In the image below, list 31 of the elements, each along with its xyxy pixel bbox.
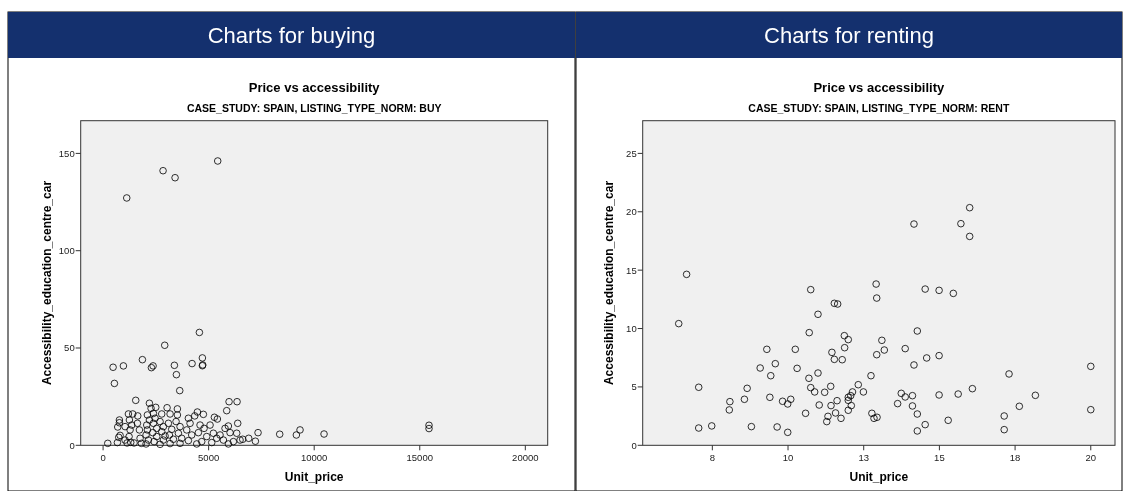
y-tick-label: 10 <box>626 323 637 335</box>
x-tick-label: 8 <box>709 452 715 464</box>
x-axis-title: Unit_price <box>284 470 344 484</box>
x-axis-title: Unit_price <box>849 470 909 484</box>
y-tick-label: 50 <box>64 342 75 354</box>
chart-subtitle: CASE_STUDY: SPAIN, LISTING_TYPE_NORM: BUY <box>186 102 442 114</box>
y-tick-label: 20 <box>626 206 637 218</box>
chart-title: Price vs accessibility <box>248 80 381 95</box>
y-tick-label: 5 <box>631 381 637 393</box>
x-tick-label: 15000 <box>406 452 433 464</box>
x-tick-label: 0 <box>100 452 106 464</box>
y-axis-title: Accessibility_education_centre_car <box>601 180 616 386</box>
x-tick-label: 20000 <box>512 452 539 464</box>
text: Charts for renting <box>764 23 934 48</box>
chart-subtitle: CASE_STUDY: SPAIN, LISTING_TYPE_NORM: RENT <box>748 102 1010 114</box>
x-tick-label: 10 <box>782 452 794 464</box>
chart-title: Price vs accessibility <box>813 80 946 95</box>
x-tick-label: 20 <box>1085 452 1097 464</box>
y-tick-label: 15 <box>626 264 637 276</box>
x-tick-label: 13 <box>858 452 869 464</box>
x-tick-label: 15 <box>934 452 945 464</box>
y-tick-label: 150 <box>58 147 75 159</box>
y-axis-title: Accessibility_education_centre_car <box>39 180 54 386</box>
x-tick-label: 5000 <box>198 452 220 464</box>
x-tick-label: 10000 <box>300 452 328 464</box>
y-tick-label: 0 <box>69 439 75 451</box>
y-tick-label: 100 <box>58 245 75 257</box>
text: Charts for buying <box>207 23 376 48</box>
x-tick-label: 18 <box>1009 452 1021 464</box>
y-tick-label: 0 <box>631 439 637 451</box>
y-tick-label: 25 <box>626 147 637 159</box>
